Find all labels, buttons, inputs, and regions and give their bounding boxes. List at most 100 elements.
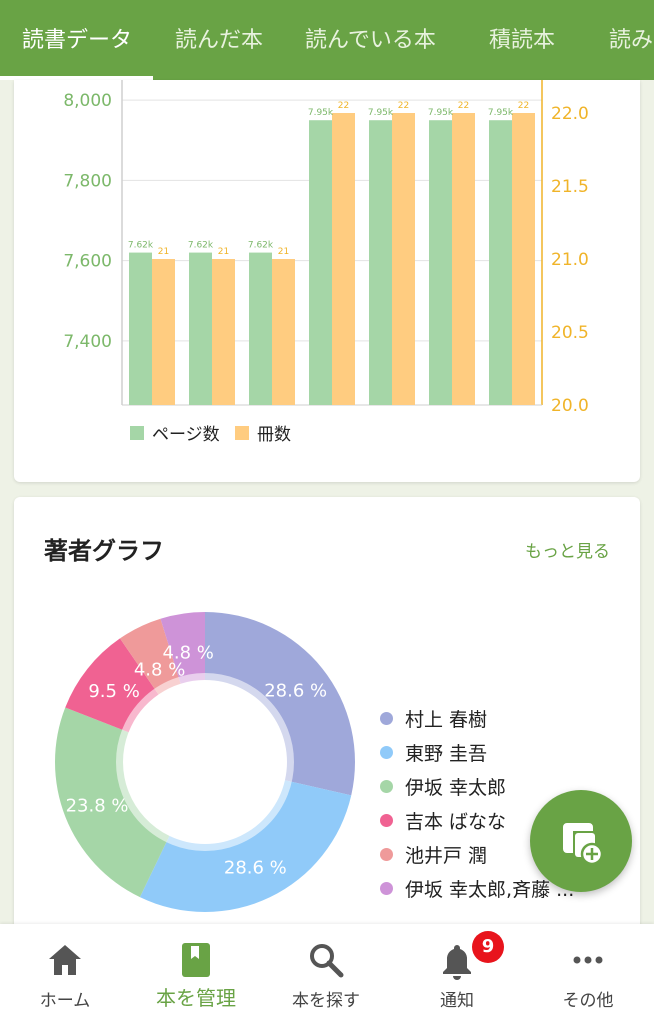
bar-pages (369, 120, 392, 405)
right-axis-tick-label: 20.0 (551, 396, 589, 416)
bar-pages (489, 120, 512, 405)
pie-legend-item: 伊坂 幸太郎,斉藤 ... (380, 875, 574, 902)
nav-home[interactable]: ホーム (0, 924, 130, 1024)
top-tab-bar: 読書データ 読んだ本 読んでいる本 積読本 読み (0, 0, 654, 80)
donut-hole (130, 687, 280, 837)
bar-pages (429, 120, 452, 405)
donut-slice (205, 612, 356, 796)
bar-books (272, 259, 295, 405)
bar-pages-label: 7.62k (128, 241, 154, 251)
legend-label: 吉本 ばなな (405, 811, 507, 833)
bar-pages-label: 7.62k (248, 241, 274, 251)
pie-legend-item: 池井戸 潤 (380, 841, 487, 868)
left-axis-tick-label: 7,600 (63, 252, 112, 272)
bar-books-label: 21 (158, 247, 169, 257)
notification-badge: 9 (472, 931, 504, 963)
book-icon (182, 943, 210, 977)
pie-legend-item: 東野 圭吾 (380, 739, 487, 766)
more-icon (573, 956, 603, 964)
card-title: 著者グラフ (44, 537, 164, 565)
bar-books (332, 113, 355, 405)
legend-label: 池井戸 潤 (405, 845, 488, 867)
nav-other[interactable]: その他 (523, 924, 653, 1024)
bar-pages (249, 252, 272, 405)
nav-search-books[interactable]: 本を探す (261, 924, 391, 1024)
legend-books: 冊数 (235, 420, 291, 445)
donut-slice-label: 28.6 % (264, 681, 327, 702)
right-axis-tick-label: 20.5 (551, 323, 589, 343)
bar-pages-label: 7.62k (188, 241, 214, 251)
legend-dot (380, 712, 393, 725)
donut-slice-label: 4.8 % (134, 659, 185, 680)
active-tab-indicator (0, 76, 153, 80)
nav-manage-books[interactable]: 本を管理 (131, 924, 261, 1024)
bar-pages-label: 7.95k (308, 108, 334, 118)
legend-pages: ページ数 (130, 420, 220, 445)
add-book-icon (563, 823, 604, 866)
donut-slice-label: 9.5 % (88, 681, 139, 702)
donut-slice-label: 28.6 % (224, 858, 287, 879)
nav-manage-books-label: 本を管理 (156, 986, 236, 1010)
legend-label: 東野 圭吾 (405, 743, 488, 765)
tab-read-books[interactable]: 読んだ本 (175, 28, 264, 53)
bar-books (392, 113, 415, 405)
search-icon (310, 944, 344, 978)
pie-legend-item: 村上 春樹 (380, 705, 487, 732)
home-icon (49, 945, 81, 975)
left-axis-tick-label: 7,800 (63, 171, 112, 191)
bar-books (152, 259, 175, 405)
tab-wishlist[interactable]: 読み (609, 28, 654, 53)
bottom-navigation: ホーム 本を管理 本を探す 通知 その他 (0, 924, 654, 1024)
bar-pages (189, 252, 212, 405)
left-axis-tick-label: 8,000 (63, 91, 112, 111)
right-axis-tick-label: 21.0 (551, 250, 589, 270)
donut-slice-label: 4.8 % (162, 642, 213, 663)
nav-search-books-label: 本を探す (292, 991, 360, 1011)
bar-books-label: 21 (278, 247, 289, 257)
legend-books-swatch (235, 425, 249, 440)
tab-reading-data[interactable]: 読書データ (22, 28, 133, 53)
legend-dot (380, 746, 393, 759)
see-more-link[interactable]: もっと見る (525, 542, 610, 562)
legend-dot (380, 814, 393, 827)
donut-slice (55, 707, 170, 898)
legend-pages-label: ページ数 (152, 425, 220, 445)
legend-books-label: 冊数 (257, 425, 291, 445)
pie-legend-item: 吉本 ばなな (380, 807, 506, 834)
legend-label: 伊坂 幸太郎 (405, 777, 507, 799)
legend-dot (380, 848, 393, 861)
right-axis-tick-label: 22.0 (551, 104, 589, 124)
bar-pages-label: 7.95k (428, 108, 454, 118)
tab-unread-books[interactable]: 積読本 (489, 28, 556, 53)
nav-notifications-label: 通知 (440, 991, 474, 1011)
pie-legend-item: 伊坂 幸太郎 (380, 773, 506, 800)
bar-books-label: 22 (458, 101, 469, 111)
legend-label: 村上 春樹 (405, 709, 488, 731)
legend-pages-swatch (130, 425, 144, 440)
nav-other-label: その他 (562, 991, 614, 1011)
bar-pages (129, 252, 152, 405)
bar-books-label: 22 (398, 101, 409, 111)
bar-books-label: 22 (518, 101, 529, 111)
donut-slice (119, 618, 181, 695)
right-axis-tick-label: 21.5 (551, 177, 589, 197)
bar-pages-label: 7.95k (368, 108, 394, 118)
bar-pages-label: 7.95k (488, 108, 514, 118)
nav-home-label: ホーム (39, 991, 91, 1011)
bar-books (512, 113, 535, 405)
legend-dot (380, 780, 393, 793)
donut-slice (160, 612, 205, 684)
bar-pages (309, 120, 332, 405)
bar-books-label: 22 (338, 101, 349, 111)
tab-reading-books[interactable]: 読んでいる本 (305, 28, 436, 53)
pages-books-bar-chart: 7,400 7,600 7,800 8,000 20.0 20.5 21.0 21.5 22.0… (63, 80, 589, 416)
donut-inner-ring (116, 673, 294, 851)
left-axis-tick-label: 7,400 (63, 332, 112, 352)
bar-books (452, 113, 475, 405)
reading-data-chart-card: 7,400 7,600 7,800 8,000 20.0 20.5 21.0 21.5 22.0… (14, 80, 640, 482)
author-donut-chart: 28.6 %28.6 %23.8 %9.5 %4.8 %4.8 % (55, 612, 356, 912)
bell-icon (443, 945, 471, 980)
nav-notifications[interactable]: 通知 (392, 924, 522, 1024)
legend-dot (380, 882, 393, 895)
add-book-fab[interactable] (530, 790, 632, 892)
